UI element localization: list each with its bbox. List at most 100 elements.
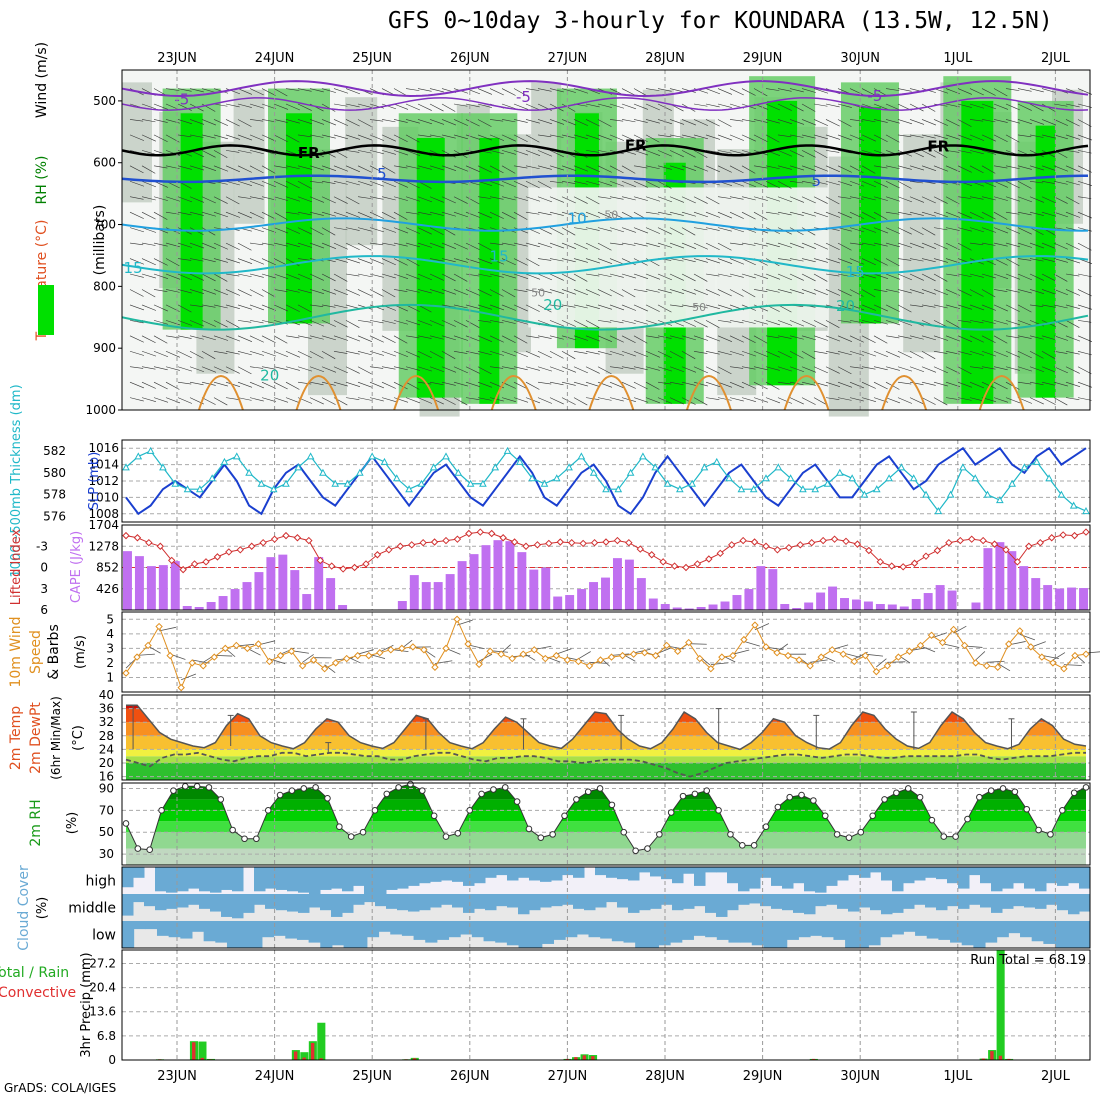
wind-barb — [705, 211, 721, 218]
wind-barb — [1005, 242, 1020, 248]
precip-conv-bar — [981, 1058, 986, 1060]
wind-barb — [273, 180, 288, 188]
wind-barb — [645, 289, 660, 293]
wind-barb — [633, 150, 649, 156]
rh-point — [857, 828, 865, 836]
wind-barb — [825, 196, 840, 205]
wind-barb — [801, 320, 816, 327]
temp-contour-20 — [121, 303, 1089, 331]
wind10-axis-label-1: 10m Wind — [8, 616, 24, 687]
precip-conv-bar — [310, 1042, 315, 1060]
wind-barb — [501, 88, 516, 96]
thickness-point — [503, 446, 512, 454]
wind-barb — [261, 366, 276, 370]
wind-barb — [465, 103, 480, 108]
cloud-bar-middle — [375, 894, 387, 907]
wind-barb — [549, 165, 565, 171]
cloud-bar-low — [331, 921, 345, 946]
cape-bar — [768, 569, 778, 610]
rh-point — [1035, 826, 1042, 834]
wind-barb — [897, 273, 913, 281]
wind-barb — [1065, 180, 1080, 186]
wind-barb — [669, 258, 684, 262]
wind-barb — [717, 397, 732, 401]
wind-barb-10m — [743, 640, 760, 647]
wind-barb — [501, 397, 517, 402]
wind-barb — [237, 150, 252, 154]
wind-barb — [789, 103, 804, 112]
wind-barb — [1053, 350, 1068, 354]
wind-barb — [417, 211, 432, 216]
wind-barb — [885, 134, 900, 143]
thickness-point — [528, 474, 536, 482]
wind-barb — [225, 320, 240, 328]
wind-barb — [1077, 150, 1092, 154]
wind-barb — [477, 119, 492, 127]
thickness-point — [811, 485, 820, 493]
wind-barb — [585, 273, 600, 277]
wind-speed-point — [265, 657, 274, 666]
wind-barb — [537, 351, 552, 359]
wind-barb — [693, 289, 709, 296]
wind-barb — [765, 335, 780, 339]
rh-tick-label: 30 — [99, 847, 114, 861]
precip-tick-label: 6.8 — [97, 1029, 116, 1043]
wind-barb — [129, 242, 144, 246]
wind-barb — [213, 258, 228, 263]
wind-barb — [561, 397, 576, 405]
wind-barb — [429, 381, 444, 386]
wind-barb — [1065, 150, 1080, 153]
wind-barb — [921, 381, 936, 386]
cloud-bar-high — [958, 867, 970, 889]
li-point — [465, 529, 473, 538]
wind-barb — [609, 227, 625, 233]
wind-barb — [957, 88, 973, 95]
wind-barb — [597, 242, 612, 251]
temp-contour-5 — [121, 174, 1089, 184]
wind-barb — [129, 258, 145, 265]
wind-barb — [933, 119, 948, 126]
cloud-bar-high — [309, 867, 321, 894]
wind-barb — [381, 335, 396, 344]
wind-barb — [765, 88, 780, 91]
cloud-bar-low — [145, 921, 158, 930]
thickness-point — [577, 452, 586, 460]
wind-barb — [405, 165, 420, 170]
wind-barb — [1077, 273, 1092, 278]
wind-barb — [477, 320, 492, 323]
cloud-bar-high — [870, 867, 882, 873]
wind-barb — [141, 350, 157, 357]
cloud-bar-middle — [463, 894, 475, 913]
li-point — [990, 540, 999, 548]
wind-barb — [201, 351, 216, 360]
wind-barb — [441, 366, 457, 373]
wind-barb — [261, 180, 277, 188]
wind-speed-point — [376, 649, 384, 657]
wind-speed-point — [475, 660, 483, 669]
wind-barb — [489, 88, 504, 96]
wind-barb — [597, 366, 612, 375]
wind-barb — [609, 242, 624, 246]
wind-barb — [1017, 304, 1032, 313]
wind-barb — [873, 134, 888, 142]
wind-barb — [825, 335, 841, 342]
wind-barb — [609, 397, 624, 402]
wind-speed-point — [464, 640, 472, 648]
wind-barb — [321, 134, 336, 139]
thickness-point — [134, 452, 143, 460]
rh-point — [395, 784, 402, 791]
li-point — [933, 546, 942, 555]
wind-barb — [945, 134, 961, 140]
wind-barb — [261, 88, 276, 96]
wind-barb — [1029, 103, 1044, 112]
wind-barb — [717, 88, 733, 95]
thickness-point — [946, 490, 955, 498]
wind-barb — [585, 150, 600, 153]
wind-barb — [885, 103, 901, 111]
wind-barb — [681, 289, 697, 295]
wind-barb — [381, 366, 396, 370]
thickness-point — [922, 490, 930, 498]
wind-barb — [633, 103, 649, 110]
wind-barb — [933, 381, 948, 387]
